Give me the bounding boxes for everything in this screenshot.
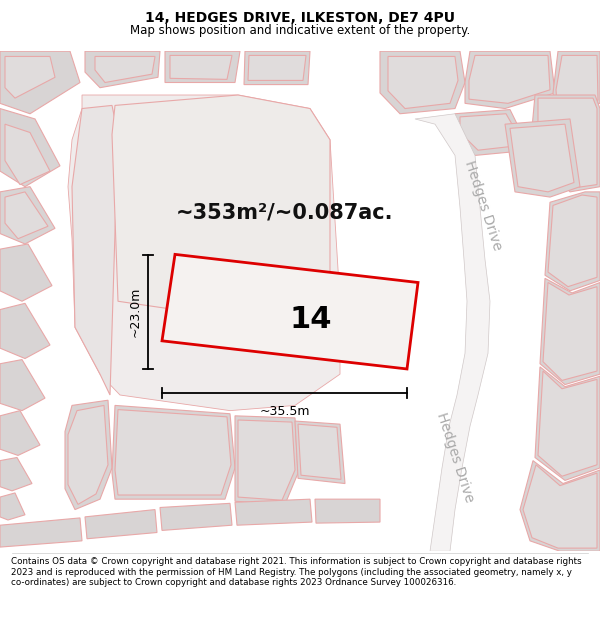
Text: Map shows position and indicative extent of the property.: Map shows position and indicative extent… xyxy=(130,24,470,37)
Polygon shape xyxy=(505,119,580,197)
Polygon shape xyxy=(465,51,555,109)
Polygon shape xyxy=(238,420,295,500)
Text: Hedges Drive: Hedges Drive xyxy=(434,411,476,504)
Polygon shape xyxy=(0,518,82,547)
Polygon shape xyxy=(0,359,45,411)
Polygon shape xyxy=(548,195,597,287)
Polygon shape xyxy=(415,114,490,551)
Polygon shape xyxy=(460,114,524,150)
Text: Contains OS data © Crown copyright and database right 2021. This information is : Contains OS data © Crown copyright and d… xyxy=(11,557,581,587)
Polygon shape xyxy=(0,458,32,491)
Polygon shape xyxy=(235,499,312,525)
Polygon shape xyxy=(535,367,600,481)
Polygon shape xyxy=(0,51,80,114)
Polygon shape xyxy=(0,493,25,520)
Polygon shape xyxy=(0,109,60,187)
Polygon shape xyxy=(68,406,108,504)
Polygon shape xyxy=(388,56,458,109)
Polygon shape xyxy=(112,95,330,314)
Polygon shape xyxy=(65,400,112,509)
Text: ~353m²/~0.087ac.: ~353m²/~0.087ac. xyxy=(176,202,394,222)
Polygon shape xyxy=(0,411,40,456)
Polygon shape xyxy=(5,124,50,184)
Polygon shape xyxy=(510,124,574,192)
Polygon shape xyxy=(469,56,550,103)
Text: ~35.5m: ~35.5m xyxy=(259,406,310,418)
Polygon shape xyxy=(538,98,597,189)
Polygon shape xyxy=(160,503,232,531)
Polygon shape xyxy=(556,56,598,104)
Polygon shape xyxy=(315,499,380,523)
Polygon shape xyxy=(85,51,160,88)
Polygon shape xyxy=(162,254,418,369)
Polygon shape xyxy=(0,244,52,301)
Polygon shape xyxy=(545,192,600,291)
Polygon shape xyxy=(115,409,231,495)
Polygon shape xyxy=(520,461,600,551)
Polygon shape xyxy=(5,192,48,239)
Polygon shape xyxy=(538,371,597,476)
Text: 14, HEDGES DRIVE, ILKESTON, DE7 4PU: 14, HEDGES DRIVE, ILKESTON, DE7 4PU xyxy=(145,11,455,25)
Polygon shape xyxy=(298,424,341,479)
Text: 14: 14 xyxy=(289,306,332,334)
Polygon shape xyxy=(543,282,597,381)
Polygon shape xyxy=(523,465,597,548)
Polygon shape xyxy=(248,56,306,81)
Polygon shape xyxy=(72,106,118,395)
Polygon shape xyxy=(235,416,298,504)
Polygon shape xyxy=(553,51,600,109)
Polygon shape xyxy=(540,278,600,384)
Polygon shape xyxy=(85,509,157,539)
Text: Hedges Drive: Hedges Drive xyxy=(462,159,504,252)
Polygon shape xyxy=(95,56,155,82)
Polygon shape xyxy=(5,56,55,98)
Polygon shape xyxy=(530,95,600,192)
Polygon shape xyxy=(455,109,530,156)
Polygon shape xyxy=(68,95,340,411)
Polygon shape xyxy=(0,187,55,244)
Polygon shape xyxy=(244,51,310,84)
Polygon shape xyxy=(380,51,465,114)
Polygon shape xyxy=(165,51,240,82)
Polygon shape xyxy=(112,406,235,499)
Polygon shape xyxy=(295,421,345,484)
Polygon shape xyxy=(170,56,232,79)
Polygon shape xyxy=(0,303,50,359)
Text: ~23.0m: ~23.0m xyxy=(129,287,142,338)
